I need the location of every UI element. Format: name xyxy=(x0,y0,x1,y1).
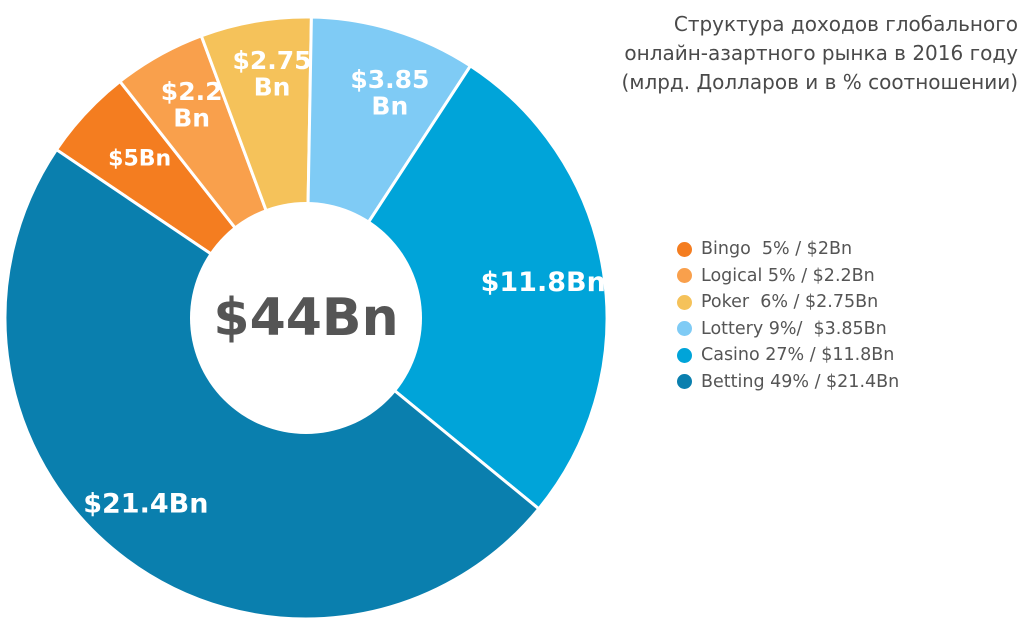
slice-label-line: $2.2 xyxy=(161,77,223,106)
slice-label-line: $2.75 xyxy=(233,46,312,75)
legend-item-casino: Casino 27% / $11.8Bn xyxy=(677,342,899,369)
legend-dot xyxy=(677,347,692,363)
chart-legend: Bingo 5% / $2Bn Logical 5% / $2.2Bn Poke… xyxy=(677,236,899,395)
legend-label: Betting 49% / $21.4Bn xyxy=(701,371,900,392)
legend-label: Poker 6% / $2.75Bn xyxy=(701,292,879,313)
slice-label-betting: $21.4Bn xyxy=(83,488,208,519)
chart-title-line: Структура доходов глобального xyxy=(673,12,1018,36)
legend-dot xyxy=(677,268,692,284)
slice-label-bingo: $5Bn xyxy=(108,147,171,172)
slice-label-line: $3.85 xyxy=(350,65,429,94)
legend-dot xyxy=(677,321,692,337)
slice-label-line: Bn xyxy=(173,103,210,132)
chart-title: Структура доходов глобального онлайн-аза… xyxy=(548,10,1018,97)
donut-chart: $5Bn$2.2 Bn$2.75 Bn $3.85 Bn$11.8Bn$21.4Bn $… xyxy=(3,15,609,621)
legend-item-betting: Betting 49% / $21.4Bn xyxy=(677,369,899,396)
slice-label-logical: $2.2 Bn xyxy=(161,77,223,132)
legend-dot xyxy=(677,294,692,310)
legend-dot xyxy=(677,241,692,257)
slice-label-poker: $2.75 Bn xyxy=(233,46,312,101)
legend-label: Bingo 5% / $2Bn xyxy=(701,239,853,260)
donut-hole xyxy=(190,202,422,434)
slice-casino xyxy=(304,63,609,511)
legend-label: Lottery 9%/ $3.85Bn xyxy=(701,318,887,339)
slice-label-line: $21.4Bn xyxy=(83,488,208,519)
legend-item-bingo: Bingo 5% / $2Bn xyxy=(677,236,899,263)
legend-item-lottery: Lottery 9%/ $3.85Bn xyxy=(677,316,899,343)
slice-label-line: $5Bn xyxy=(108,147,171,172)
slice-labels-layer: $5Bn$2.2 Bn$2.75 Bn $3.85 Bn$11.8Bn$21.4Bn xyxy=(83,46,606,519)
legend-item-poker: Poker 6% / $2.75Bn xyxy=(677,289,899,316)
slice-label-line: Bn xyxy=(371,91,408,120)
slice-label-casino: $11.8Bn xyxy=(481,267,606,298)
legend-label: Logical 5% / $2.2Bn xyxy=(701,265,875,286)
slice-label-line: Bn xyxy=(254,72,291,101)
chart-title-line: (млрд. Долларов и в % соотношении) xyxy=(621,70,1018,94)
legend-dot xyxy=(677,374,692,390)
legend-item-logical: Logical 5% / $2.2Bn xyxy=(677,263,899,290)
slice-label-lottery: $3.85 Bn xyxy=(350,65,429,120)
slice-label-line: $11.8Bn xyxy=(481,267,606,298)
legend-label: Casino 27% / $11.8Bn xyxy=(701,345,895,366)
center-total-label: $44Bn xyxy=(213,288,398,348)
chart-title-line: онлайн-азартного рынка в 2016 году xyxy=(624,41,1018,65)
